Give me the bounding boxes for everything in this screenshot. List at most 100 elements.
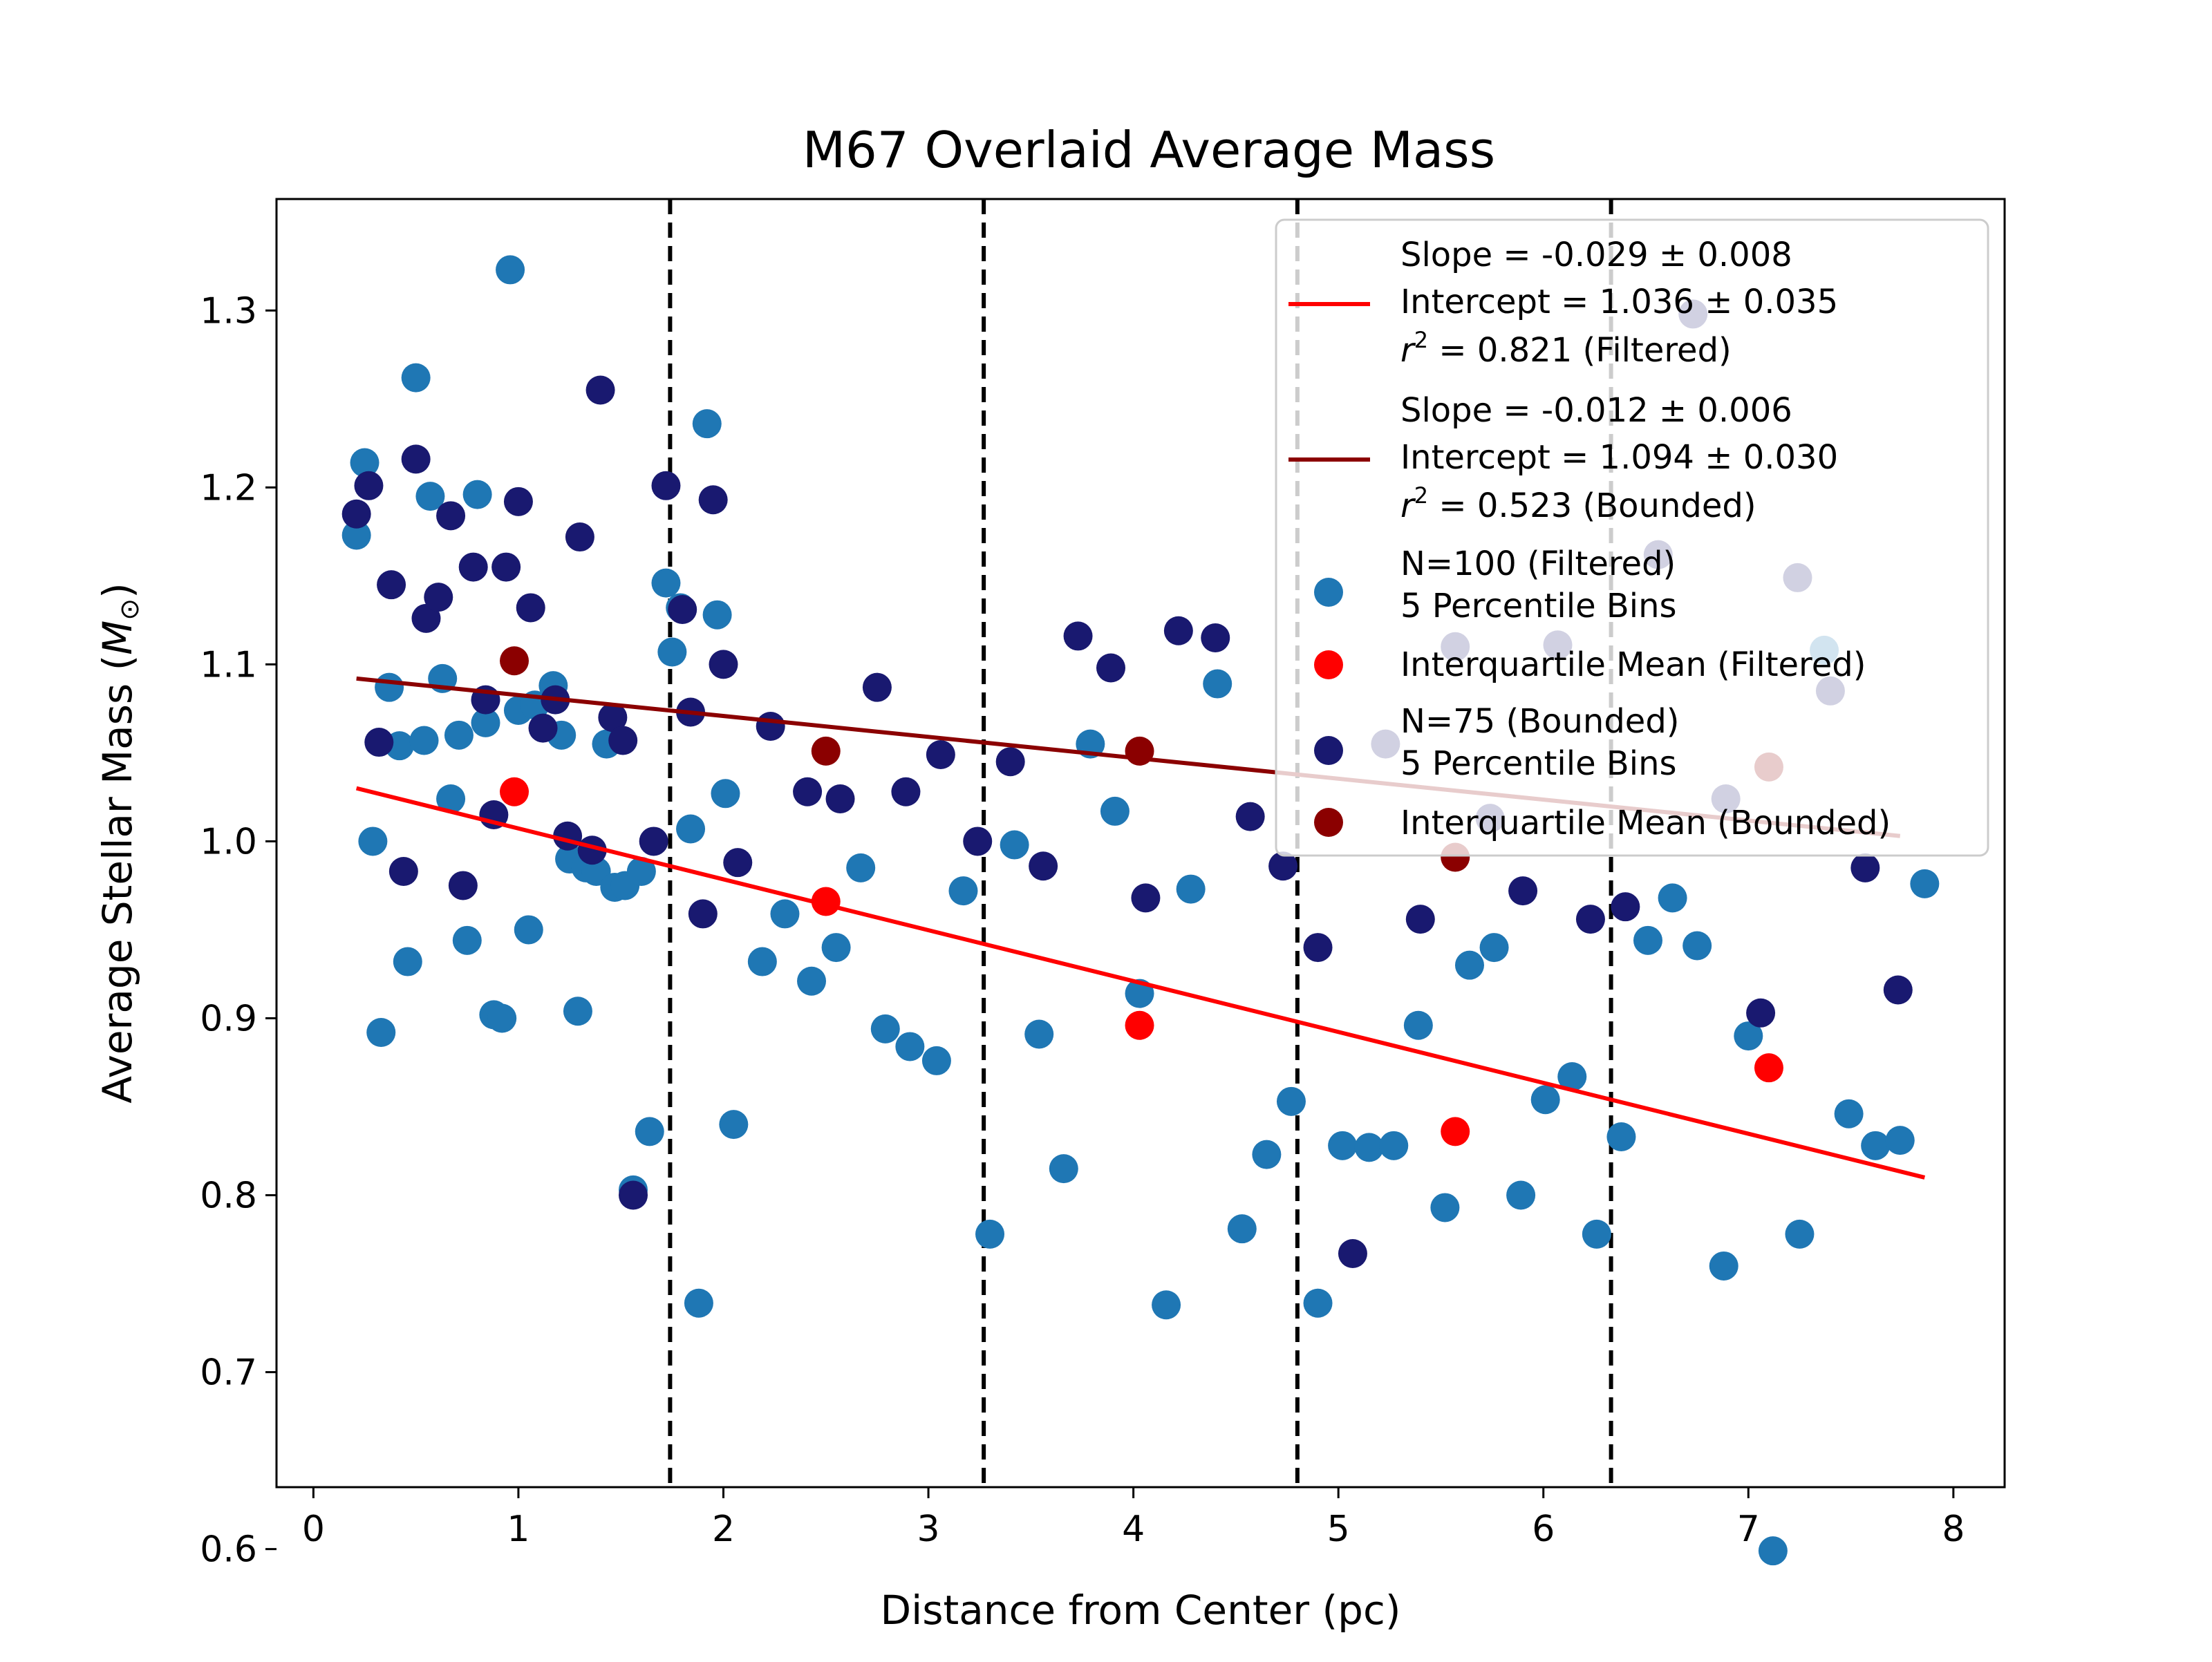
legend-filtered-slope: Slope = -0.029 ± 0.008 [1400,236,1792,274]
bounded-point [436,501,466,531]
bounded-point [1201,623,1230,652]
bounded-point [1883,975,1913,1005]
bounded-point [688,899,718,929]
legend-filtered-iqm-marker [1314,650,1343,679]
filtered-point [1557,1061,1587,1091]
bounded-point [926,739,955,769]
x-tick-label: 5 [1327,1509,1350,1550]
filtered-point [401,363,431,393]
filtered-iqm-point [1441,1117,1470,1146]
filtered-point [452,925,482,955]
filtered-point [1403,1010,1433,1040]
y-tick-label: 0.6 [200,1529,257,1571]
filtered-point [1758,1536,1788,1566]
filtered-point [1024,1019,1054,1049]
filtered-point [1276,1086,1306,1116]
filtered-point [1506,1180,1536,1210]
series-filtered-iqm [500,777,1783,1146]
filtered-point [1709,1251,1738,1281]
bounded-point [1131,883,1161,913]
bounded-point [995,747,1025,777]
x-tick-label: 2 [712,1509,735,1550]
bounded-point [448,871,478,900]
bounded-point [619,1180,648,1210]
bounded-point [354,471,384,500]
bounded-point [709,650,738,679]
bounded-point [1163,616,1193,645]
filtered-point [563,997,592,1026]
bounded-point [825,784,855,813]
y-tick-label: 0.9 [200,998,257,1039]
legend-filtered-iqm-label: Interquartile Mean (Filtered) [1400,645,1866,684]
bounded-point [401,444,431,474]
bounded-point [1338,1239,1367,1269]
y-tick-label: 1.2 [200,467,257,509]
filtered-point [1328,1131,1358,1160]
filtered-point [657,637,687,667]
filtered-point [415,482,445,511]
filtered-point [1606,1122,1636,1152]
x-tick-label: 3 [917,1509,940,1550]
x-tick-label: 6 [1532,1509,1555,1550]
filtered-point [747,947,777,976]
bounded-point [516,593,545,623]
legend-bounded-points-line1: N=75 (Bounded) [1400,702,1680,741]
filtered-point [635,1117,664,1146]
filtered-point [1454,950,1484,980]
x-axis-ticks: 0 1 2 3 4 5 6 7 8 [302,1487,1965,1550]
filtered-point [1000,830,1029,860]
filtered-point [702,600,732,630]
legend-bounded-points-marker [1314,736,1343,765]
legend-bounded-iqm-label: Interquartile Mean (Bounded) [1400,804,1891,842]
bounded-point [1850,853,1880,882]
y-tick-label: 1.3 [200,290,257,332]
bounded-point [565,522,594,552]
bounded-point [388,856,418,886]
filtered-point [651,568,681,598]
legend-filtered-points-line1: N=100 (Filtered) [1400,545,1676,583]
bounded-point [756,712,785,742]
bounded-point [1063,621,1093,651]
legend-filtered-points-line2: 5 Percentile Bins [1400,587,1677,625]
filtered-point [1785,1219,1815,1249]
y-tick-label: 0.7 [200,1352,257,1394]
legend-box [1275,218,1989,857]
filtered-point [676,814,706,844]
bounded-iqm-point [811,736,841,766]
filtered-point [496,255,525,285]
filtered-point [1303,1288,1333,1318]
filtered-point [1683,931,1712,961]
filtered-point [711,779,740,809]
filtered-point [1834,1099,1864,1129]
y-axis-ticks: 0.6 0.7 0.8 0.9 1.0 1.1 1.2 1.3 [200,290,276,1571]
bounded-point [491,552,521,582]
bounded-point [639,827,668,856]
filtered-point [487,1003,517,1033]
y-tick-label: 1.0 [200,821,257,862]
bounded-point [1575,905,1605,934]
filtered-point [1354,1133,1384,1162]
filtered-point [444,720,474,750]
filtered-iqm-point [1125,1010,1154,1040]
filtered-point [719,1110,749,1140]
filtered-point [797,966,827,996]
legend: Slope = -0.029 ± 0.008 Intercept = 1.036… [1275,218,1989,857]
bounded-point [608,726,638,755]
bounded-point [963,827,993,856]
bounded-point [862,672,892,702]
filtered-point [948,876,978,906]
bounded-point [411,603,441,633]
bounded-point [364,728,394,757]
bounded-point [793,777,823,806]
bounded-iqm-point [500,646,529,676]
filtered-point [846,853,876,882]
axes-frame [275,198,2006,1489]
y-tick-label: 1.1 [200,644,257,686]
filtered-point [821,933,851,963]
bounded-point [1096,653,1125,683]
chart-title: M67 Overlaid Average Mass [803,121,1495,179]
filtered-point [1582,1219,1611,1249]
filtered-point [393,947,422,976]
x-tick-label: 1 [507,1509,529,1550]
